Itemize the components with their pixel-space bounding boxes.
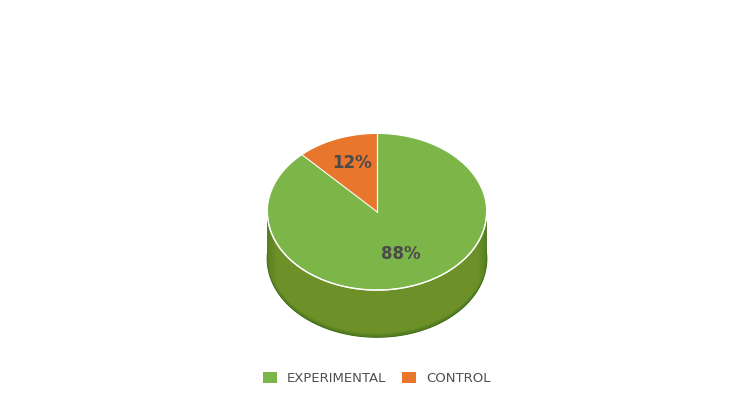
Text: 12%: 12% (332, 154, 372, 172)
Polygon shape (268, 221, 486, 336)
Polygon shape (302, 134, 377, 212)
Polygon shape (271, 230, 483, 335)
Polygon shape (268, 216, 486, 336)
Polygon shape (274, 239, 480, 334)
Legend: EXPERIMENTAL, CONTROL: EXPERIMENTAL, CONTROL (263, 372, 491, 385)
Polygon shape (268, 134, 486, 290)
Text: 88%: 88% (381, 245, 420, 263)
Polygon shape (269, 226, 485, 335)
Polygon shape (268, 212, 486, 337)
Polygon shape (268, 211, 486, 337)
Polygon shape (268, 180, 486, 337)
Polygon shape (277, 243, 477, 333)
Polygon shape (272, 234, 482, 334)
